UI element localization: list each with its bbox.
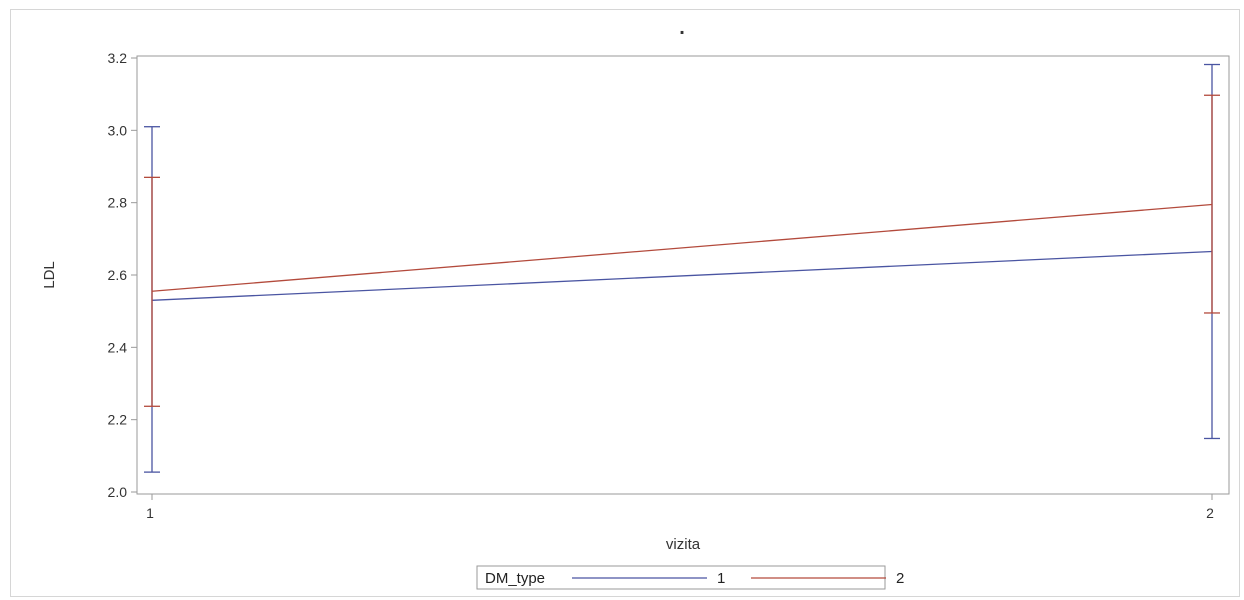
y-axis-title: LDL <box>41 261 58 289</box>
legend-title: DM_type <box>485 570 545 587</box>
y-tick-label: 3.0 <box>108 122 128 138</box>
series-line-1 <box>151 250 1213 301</box>
y-tick-label: 2.8 <box>108 195 128 211</box>
x-tick-label: 2 <box>1206 505 1214 521</box>
series-layer <box>144 63 1220 473</box>
series-2 <box>144 94 1220 407</box>
y-tick-label: 3.2 <box>108 50 128 66</box>
y-axis: 2.0 2.2 2.4 2.6 2.8 3.0 3.2 <box>108 50 137 500</box>
y-tick-label: 2.6 <box>108 267 128 283</box>
series-1 <box>144 63 1220 473</box>
legend-label-1: 1 <box>717 570 725 587</box>
series-line-2 <box>151 203 1213 292</box>
legend-label-2: 2 <box>896 570 904 587</box>
x-axis-title: vizita <box>666 536 701 553</box>
chart-frame <box>10 9 1240 597</box>
plot-area <box>136 55 1230 495</box>
chart-title: . <box>679 17 685 39</box>
y-tick-label: 2.2 <box>108 412 128 428</box>
y-tick-label: 2.4 <box>108 339 128 355</box>
legend: DM_type 1 2 <box>476 565 904 590</box>
y-tick-label: 2.0 <box>108 484 128 500</box>
x-tick-label: 1 <box>146 505 154 521</box>
